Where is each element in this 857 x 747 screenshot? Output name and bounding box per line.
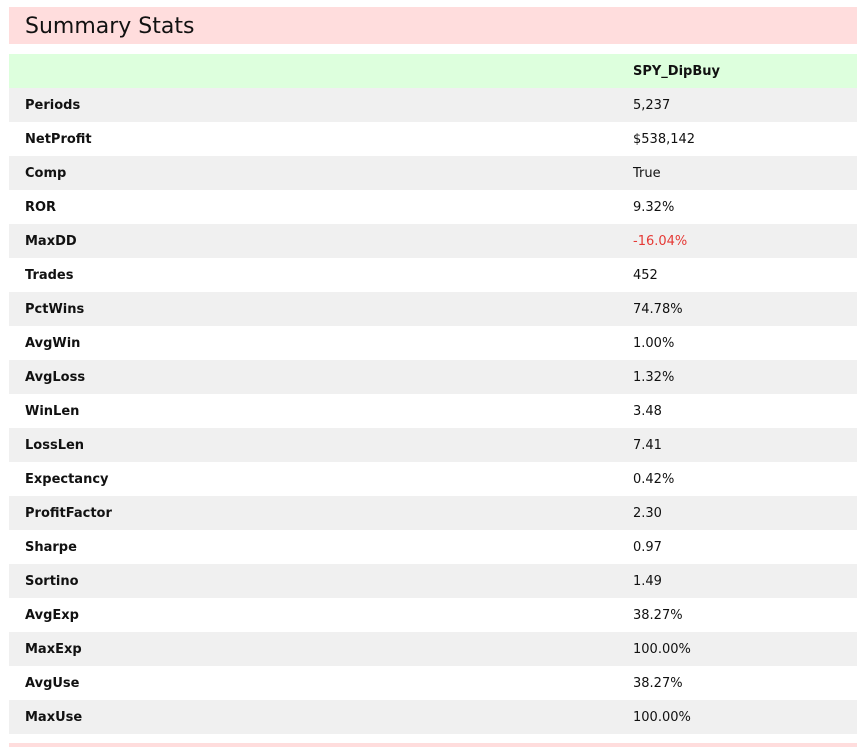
row-label: Periods [25, 97, 81, 113]
column-header-strategy: SPY_DipBuy [633, 63, 720, 79]
table-row: AvgWin 1.00% [9, 326, 857, 360]
row-label: AvgWin [25, 335, 81, 351]
table-row: AvgLoss 1.32% [9, 360, 857, 394]
row-value: 5,237 [633, 97, 671, 113]
table-row: ROR 9.32% [9, 190, 857, 224]
row-label: NetProfit [25, 131, 92, 147]
row-label: LossLen [25, 437, 85, 453]
row-value: 100.00% [633, 641, 691, 657]
table-row: NetProfit $538,142 [9, 122, 857, 156]
row-value: 2.30 [633, 505, 662, 521]
table-row: LossLen 7.41 [9, 428, 857, 462]
row-label: Expectancy [25, 471, 109, 487]
summary-title-bar: Summary Stats [9, 7, 857, 44]
row-value: 1.49 [633, 573, 662, 589]
table-row: WinLen 3.48 [9, 394, 857, 428]
row-label: Sortino [25, 573, 79, 589]
row-label: Comp [25, 165, 67, 181]
row-value: 100.00% [633, 709, 691, 725]
table-row: AvgExp 38.27% [9, 598, 857, 632]
row-label: Sharpe [25, 539, 77, 555]
row-value: 38.27% [633, 675, 683, 691]
summary-stats-table: SPY_DipBuy Periods 5,237 NetProfit $538,… [9, 54, 857, 734]
table-row: ProfitFactor 2.30 [9, 496, 857, 530]
next-section-bar [9, 743, 857, 747]
row-value: 9.32% [633, 199, 675, 215]
row-value: 3.48 [633, 403, 662, 419]
row-label: Trades [25, 267, 74, 283]
row-value: 1.00% [633, 335, 675, 351]
row-value-negative: -16.04% [633, 233, 688, 249]
row-label: MaxUse [25, 709, 83, 725]
row-label: AvgLoss [25, 369, 86, 385]
table-header-row: SPY_DipBuy [9, 54, 857, 88]
row-value: 452 [633, 267, 658, 283]
row-label: MaxExp [25, 641, 82, 657]
row-value: 0.97 [633, 539, 662, 555]
row-value: $538,142 [633, 131, 696, 147]
row-value: 1.32% [633, 369, 675, 385]
table-row: Expectancy 0.42% [9, 462, 857, 496]
row-label: ProfitFactor [25, 505, 112, 521]
row-label: MaxDD [25, 233, 77, 249]
column-header-label [9, 54, 633, 88]
row-label: ROR [25, 199, 57, 215]
row-value: 38.27% [633, 607, 683, 623]
table-row: MaxUse 100.00% [9, 700, 857, 734]
table-row: MaxDD -16.04% [9, 224, 857, 258]
row-label: AvgExp [25, 607, 79, 623]
table-row: PctWins 74.78% [9, 292, 857, 326]
row-value: 7.41 [633, 437, 662, 453]
table-row: AvgUse 38.27% [9, 666, 857, 700]
row-value: 74.78% [633, 301, 683, 317]
table-row: Periods 5,237 [9, 88, 857, 122]
table-row: Sortino 1.49 [9, 564, 857, 598]
row-label: PctWins [25, 301, 85, 317]
page-title: Summary Stats [25, 14, 195, 39]
row-value: True [633, 165, 661, 181]
row-label: AvgUse [25, 675, 80, 691]
row-label: WinLen [25, 403, 80, 419]
table-row: MaxExp 100.00% [9, 632, 857, 666]
table-row: Trades 452 [9, 258, 857, 292]
table-row: Sharpe 0.97 [9, 530, 857, 564]
table-row: Comp True [9, 156, 857, 190]
row-value: 0.42% [633, 471, 675, 487]
